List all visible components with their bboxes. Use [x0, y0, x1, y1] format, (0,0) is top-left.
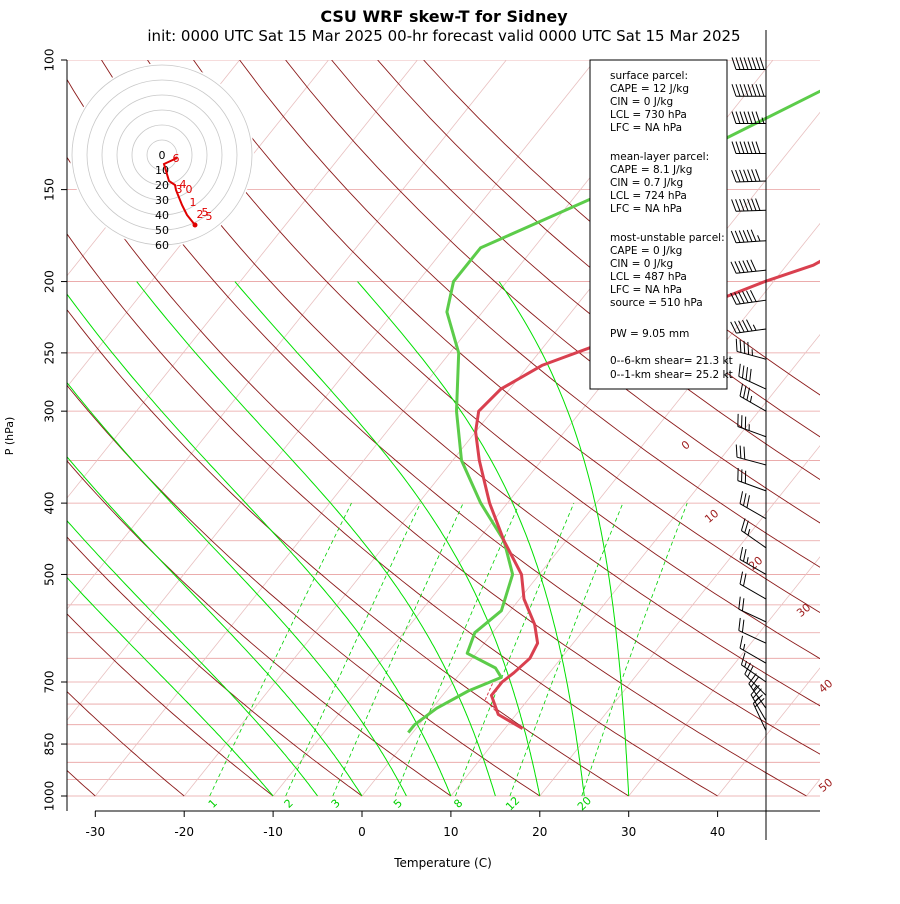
hodograph-height-label: 1 — [190, 196, 197, 209]
y-tick-label: 250 — [43, 341, 57, 364]
y-tick-label: 400 — [43, 492, 57, 515]
most-unstable-header: most-unstable parcel: — [610, 232, 725, 244]
x-tick-label: -30 — [85, 825, 105, 839]
surface-lfc: LFC = NA hPa — [610, 122, 682, 134]
x-axis-label: Temperature (C) — [393, 856, 492, 870]
x-tick-label: 20 — [532, 825, 547, 839]
hodograph-ring-label: 40 — [155, 209, 169, 222]
most-unstable-cin: CIN = 0 J/kg — [610, 258, 673, 270]
x-tick-label: -10 — [263, 825, 283, 839]
mean-layer-cin: CIN = 0.7 J/kg — [610, 177, 683, 189]
hodograph-endpoint — [193, 223, 198, 228]
most-unstable-lfc: LFC = NA hPa — [610, 284, 682, 296]
x-tick-label: 40 — [710, 825, 725, 839]
hodograph-ring-label: 20 — [155, 179, 169, 192]
mean-layer-header: mean-layer parcel: — [610, 151, 709, 163]
y-tick-label: 1000 — [43, 781, 57, 812]
hodograph-ring-label: 0 — [159, 149, 166, 162]
hodograph-height-label: 0 — [186, 183, 193, 196]
most-unstable-lcl: LCL = 487 hPa — [610, 271, 687, 283]
precipitable-water: PW = 9.05 mm — [610, 328, 689, 340]
hodograph-height-label: 5 — [202, 206, 209, 219]
mean-layer-lfc: LFC = NA hPa — [610, 203, 682, 215]
shear-0-1km: 0--1-km shear= 25.2 kt — [610, 369, 733, 381]
chart-title: CSU WRF skew-T for Sidney — [320, 7, 568, 26]
y-tick-label: 700 — [43, 671, 57, 694]
hodograph-height-label: 3 — [176, 183, 183, 196]
hodograph-height-label: 6 — [173, 152, 180, 165]
most-unstable-source: source = 510 hPa — [610, 297, 703, 309]
chart-subtitle: init: 0000 UTC Sat 15 Mar 2025 00-hr for… — [147, 27, 740, 45]
hodograph-ring-label: 50 — [155, 224, 169, 237]
x-tick-label: 0 — [358, 825, 366, 839]
y-tick-label: 300 — [43, 400, 57, 423]
y-tick-label: 200 — [43, 270, 57, 293]
y-axis-label: P (hPa) — [3, 417, 16, 456]
surface-cin: CIN = 0 J/kg — [610, 96, 673, 108]
x-tick-label: -20 — [174, 825, 194, 839]
surface-cape: CAPE = 12 J/kg — [610, 83, 689, 95]
hodograph-ring-label: 30 — [155, 194, 169, 207]
x-tick-label: 10 — [443, 825, 458, 839]
most-unstable-cape: CAPE = 0 J/kg — [610, 245, 682, 257]
surface-lcl: LCL = 730 hPa — [610, 109, 687, 121]
y-tick-label: 100 — [43, 49, 57, 72]
hodograph-ring-label: 60 — [155, 239, 169, 252]
x-tick-label: 30 — [621, 825, 636, 839]
shear-0-6km: 0--6-km shear= 21.3 kt — [610, 355, 733, 367]
y-tick-label: 500 — [43, 563, 57, 586]
stats-box: surface parcel: CAPE = 12 J/kg CIN = 0 J… — [590, 60, 733, 389]
mean-layer-lcl: LCL = 724 hPa — [610, 190, 687, 202]
y-tick-label: 150 — [43, 178, 57, 201]
y-tick-label: 850 — [43, 733, 57, 756]
surface-parcel-header: surface parcel: — [610, 70, 688, 82]
mean-layer-cape: CAPE = 8.1 J/kg — [610, 164, 692, 176]
